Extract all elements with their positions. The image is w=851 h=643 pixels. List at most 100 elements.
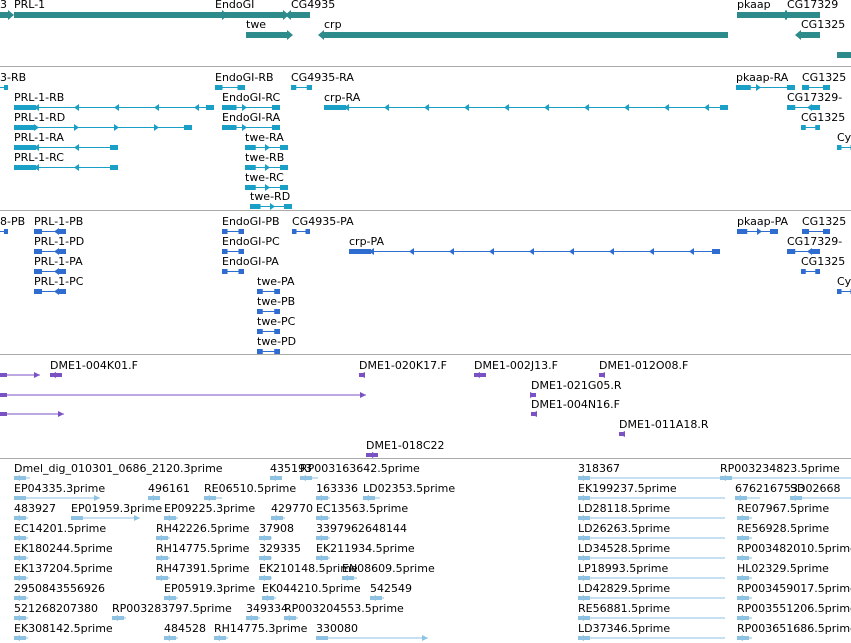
cds-feature[interactable] xyxy=(737,228,778,235)
genes-feature[interactable] xyxy=(246,30,293,40)
cds-feature[interactable] xyxy=(34,248,66,255)
ests-feature[interactable] xyxy=(148,495,160,501)
ests-feature[interactable] xyxy=(156,535,170,541)
ests-feature[interactable] xyxy=(204,495,222,501)
ests-feature[interactable] xyxy=(214,635,228,641)
cds-feature[interactable] xyxy=(801,269,820,274)
transcripts-feature[interactable] xyxy=(787,104,820,111)
ests-feature[interactable] xyxy=(14,635,28,641)
ests-feature[interactable] xyxy=(316,635,428,641)
ests-feature[interactable] xyxy=(71,515,140,521)
cds-feature[interactable] xyxy=(222,229,244,234)
ests-feature[interactable] xyxy=(14,475,30,481)
cds-feature[interactable] xyxy=(222,249,244,254)
ests-feature[interactable] xyxy=(300,475,318,481)
ests-feature[interactable] xyxy=(316,515,330,521)
cds-feature[interactable] xyxy=(0,229,8,234)
genes-feature[interactable] xyxy=(795,30,820,40)
transcripts-feature[interactable] xyxy=(736,84,795,91)
ests-feature[interactable] xyxy=(578,575,725,581)
ests-feature[interactable] xyxy=(363,495,380,501)
cds-feature[interactable] xyxy=(787,248,820,255)
cds-feature[interactable] xyxy=(802,229,830,234)
ests-feature[interactable] xyxy=(14,515,28,521)
transcripts-feature[interactable] xyxy=(222,124,280,131)
transcripts-feature[interactable] xyxy=(14,164,118,171)
ests-feature[interactable] xyxy=(578,615,725,621)
transcripts-feature[interactable] xyxy=(245,144,288,151)
ests-feature[interactable] xyxy=(164,515,178,521)
genes-feature[interactable] xyxy=(837,50,851,60)
ests-feature[interactable] xyxy=(737,515,752,521)
ests-feature[interactable] xyxy=(316,555,330,561)
ests-feature[interactable] xyxy=(790,495,851,501)
ests-feature[interactable] xyxy=(720,475,851,481)
ests-feature[interactable] xyxy=(737,555,752,561)
cds-feature[interactable] xyxy=(257,309,280,314)
genes-feature[interactable] xyxy=(285,10,310,20)
clones-feature[interactable] xyxy=(619,431,625,437)
ests-feature[interactable] xyxy=(14,615,28,621)
ests-feature[interactable] xyxy=(284,615,298,621)
ests-feature[interactable] xyxy=(164,635,178,641)
ests-feature[interactable] xyxy=(14,575,28,581)
ests-feature[interactable] xyxy=(259,535,272,541)
transcripts-feature[interactable] xyxy=(324,104,728,111)
clones-feature[interactable] xyxy=(359,372,365,378)
ests-feature[interactable] xyxy=(14,535,28,541)
ests-feature[interactable] xyxy=(316,495,330,501)
transcripts-feature[interactable] xyxy=(14,104,214,111)
clones-feature[interactable] xyxy=(50,372,62,378)
ests-feature[interactable] xyxy=(578,635,725,641)
ests-feature[interactable] xyxy=(737,615,752,621)
ests-feature[interactable] xyxy=(270,475,282,481)
ests-feature[interactable] xyxy=(737,575,752,581)
transcripts-feature[interactable] xyxy=(14,124,192,131)
ests-feature[interactable] xyxy=(164,595,178,601)
ests-feature[interactable] xyxy=(735,495,760,501)
ests-feature[interactable] xyxy=(14,495,100,501)
cds-feature[interactable] xyxy=(34,268,66,275)
ests-feature[interactable] xyxy=(370,595,384,601)
genes-feature[interactable] xyxy=(14,10,228,20)
cds-feature[interactable] xyxy=(837,289,851,294)
transcripts-feature[interactable] xyxy=(0,85,8,90)
clones-feature[interactable] xyxy=(0,372,40,378)
cds-feature[interactable] xyxy=(349,248,720,255)
ests-feature[interactable] xyxy=(578,535,725,541)
cds-feature[interactable] xyxy=(292,229,310,234)
ests-feature[interactable] xyxy=(737,595,752,601)
cds-feature[interactable] xyxy=(222,269,244,274)
clones-feature[interactable] xyxy=(599,372,605,378)
ests-feature[interactable] xyxy=(259,575,272,581)
transcripts-feature[interactable] xyxy=(250,203,292,210)
ests-feature[interactable] xyxy=(737,535,752,541)
transcripts-feature[interactable] xyxy=(222,104,280,111)
ests-feature[interactable] xyxy=(112,615,126,621)
clones-feature[interactable] xyxy=(531,411,537,417)
transcripts-feature[interactable] xyxy=(14,144,118,151)
cds-feature[interactable] xyxy=(34,288,66,295)
transcripts-feature[interactable] xyxy=(802,85,830,90)
transcripts-feature[interactable] xyxy=(837,145,851,150)
genes-feature[interactable] xyxy=(0,10,14,20)
ests-feature[interactable] xyxy=(259,555,272,561)
ests-feature[interactable] xyxy=(578,595,725,601)
ests-feature[interactable] xyxy=(578,475,725,481)
ests-feature[interactable] xyxy=(578,515,725,521)
ests-feature[interactable] xyxy=(14,595,28,601)
ests-feature[interactable] xyxy=(737,635,752,641)
clones-feature[interactable] xyxy=(0,411,64,417)
ests-feature[interactable] xyxy=(156,575,170,581)
ests-feature[interactable] xyxy=(156,555,170,561)
transcripts-feature[interactable] xyxy=(245,164,288,171)
cds-feature[interactable] xyxy=(34,228,66,235)
clones-feature[interactable] xyxy=(0,392,366,398)
cds-feature[interactable] xyxy=(257,289,280,294)
transcripts-feature[interactable] xyxy=(801,125,820,130)
ests-feature[interactable] xyxy=(262,595,276,601)
ests-feature[interactable] xyxy=(246,615,260,621)
cds-feature[interactable] xyxy=(257,329,280,334)
ests-feature[interactable] xyxy=(316,535,330,541)
ests-feature[interactable] xyxy=(578,555,725,561)
